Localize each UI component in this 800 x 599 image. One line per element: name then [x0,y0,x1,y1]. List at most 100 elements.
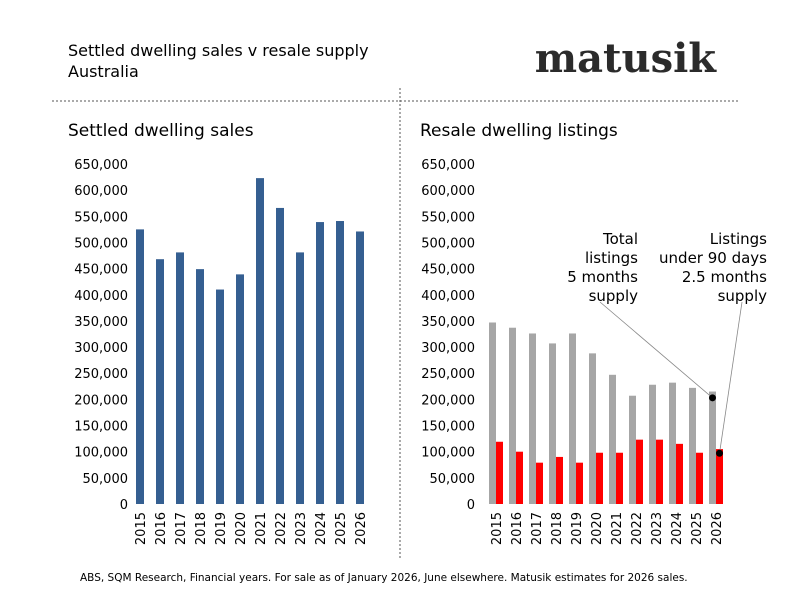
bar-under-90-days-2024 [676,443,683,504]
annotation-under-90-days-line: supply [718,287,768,305]
annotation-total-listings-line: supply [589,287,639,305]
x-tick-label: 2019 [214,512,229,545]
bar-total-listings-2019 [569,333,576,504]
y-tick-label: 250,000 [74,367,128,382]
y-tick-label: 50,000 [430,472,476,487]
x-tick-label: 2024 [670,512,685,545]
bar-under-90-days-2016 [516,451,523,504]
annotation-total-listings-line: Total [602,230,638,248]
y-tick-label: 350,000 [74,315,128,330]
x-tick-label: 2022 [630,512,645,545]
y-tick-label: 350,000 [421,315,475,330]
y-tick-label: 50,000 [83,472,129,487]
y-tick-label: 400,000 [74,289,128,304]
bar-under-90-days-2018 [556,456,563,504]
right-chart-title: Resale dwelling listings [420,121,618,141]
bar-under-90-days-2022 [636,439,643,504]
bar-sales-2021 [256,178,264,504]
left-chart-title: Settled dwelling sales [68,121,254,141]
bar-under-90-days-2020 [596,452,603,504]
x-tick-label: 2015 [490,512,505,545]
bar-under-90-days-2019 [576,462,583,504]
y-tick-label: 300,000 [74,341,128,356]
bar-sales-2023 [296,252,304,504]
marker-under-90-days [716,449,723,457]
bar-under-90-days-2021 [616,452,623,504]
bar-total-listings-2020 [589,353,596,504]
x-tick-label: 2020 [234,512,249,545]
resale-listings-chart: 0 50,000 100,000 150,000 200,000 250,000 300,0… [421,158,767,545]
bar-total-listings-2022 [629,395,636,504]
x-tick-label: 2025 [334,512,349,545]
leader-line-total-listings [599,301,713,399]
y-tick-label: 0 [120,498,128,513]
annotation-under-90-days-line: Listings [710,230,767,248]
x-tick-label: 2016 [510,512,525,545]
bar-total-listings-2025 [689,387,696,504]
x-tick-label: 2026 [354,512,369,545]
settled-sales-chart: 0 50,000 100,000 150,000 200,000 250,000 300,0… [74,158,369,545]
matusik-logo: matusik [535,35,718,82]
y-tick-label: 200,000 [421,393,475,408]
bar-total-listings-2015 [489,322,496,504]
bar-total-listings-2023 [649,384,656,504]
bar-sales-2015 [136,229,144,504]
bar-under-90-days-2017 [536,462,543,504]
bar-total-listings-2018 [549,343,556,504]
x-tick-label: 2017 [174,512,189,545]
bar-sales-2019 [216,289,224,504]
x-tick-label: 2018 [194,512,209,545]
bar-under-90-days-2025 [696,452,703,504]
bar-sales-2025 [336,221,344,504]
x-tick-label: 2015 [134,512,149,545]
bar-total-listings-2017 [529,333,536,504]
y-tick-label: 500,000 [74,236,128,251]
y-tick-label: 450,000 [74,263,128,278]
x-tick-label: 2021 [610,512,625,545]
page-subtitle: Australia [68,62,139,81]
y-tick-label: 250,000 [421,367,475,382]
x-tick-label: 2023 [294,512,309,545]
y-tick-label: 100,000 [74,446,128,461]
bar-under-90-days-2023 [656,439,663,504]
y-tick-label: 600,000 [74,184,128,199]
y-tick-label: 650,000 [74,158,128,173]
y-tick-label: 450,000 [421,263,475,278]
y-tick-label: 100,000 [421,446,475,461]
y-tick-label: 600,000 [421,184,475,199]
bar-under-90-days-2026 [716,449,723,504]
x-tick-label: 2020 [590,512,605,545]
y-tick-label: 300,000 [421,341,475,356]
x-tick-label: 2017 [530,512,545,545]
y-tick-label: 550,000 [74,210,128,225]
source-footnote: ABS, SQM Research, Financial years. For … [80,572,688,584]
annotation-under-90-days-line: 2.5 months [682,268,767,286]
marker-total-listings [709,394,716,402]
y-tick-label: 150,000 [421,420,475,435]
bar-total-listings-2016 [509,327,516,504]
bar-sales-2016 [156,259,164,504]
x-tick-label: 2022 [274,512,289,545]
y-tick-label: 150,000 [74,420,128,435]
x-tick-label: 2019 [570,512,585,545]
x-tick-label: 2026 [710,512,725,545]
leader-line-under-90-days [719,301,743,454]
bar-total-listings-2024 [669,382,676,504]
x-tick-label: 2016 [154,512,169,545]
y-tick-label: 550,000 [421,210,475,225]
y-tick-label: 650,000 [421,158,475,173]
x-tick-label: 2025 [690,512,705,545]
bar-sales-2020 [236,274,244,504]
bar-sales-2022 [276,207,284,504]
bar-sales-2017 [176,252,184,504]
y-tick-label: 200,000 [74,393,128,408]
y-tick-label: 500,000 [421,236,475,251]
x-tick-label: 2023 [650,512,665,545]
bar-sales-2018 [196,269,204,504]
annotation-total-listings-line: listings [585,249,638,267]
x-tick-label: 2024 [314,512,329,545]
bar-total-listings-2026 [709,391,716,504]
bar-under-90-days-2015 [496,441,503,504]
x-tick-label: 2018 [550,512,565,545]
